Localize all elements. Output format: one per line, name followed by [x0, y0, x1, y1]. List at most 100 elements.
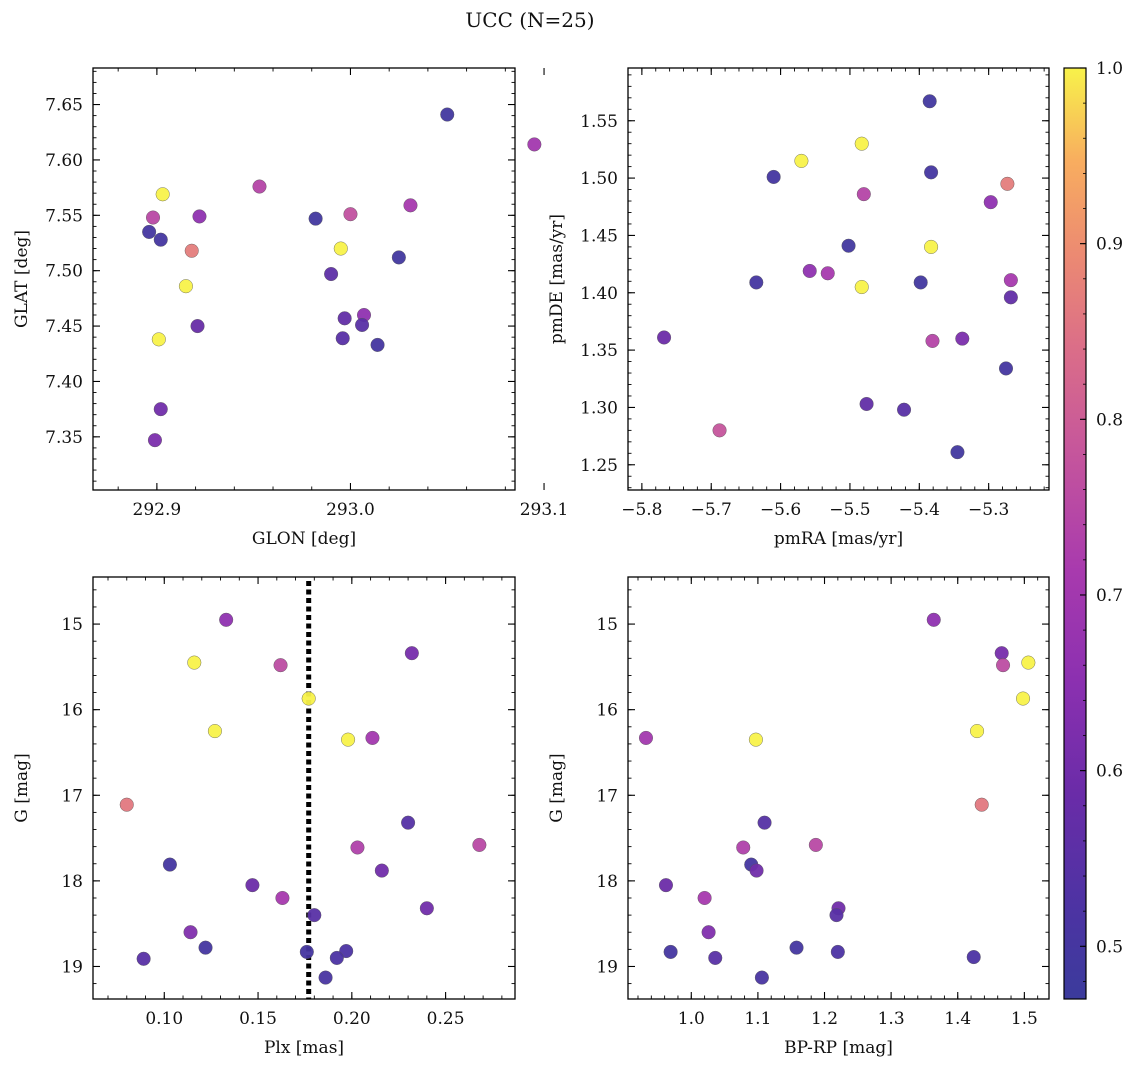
- x-tick-label: 293.0: [326, 500, 375, 520]
- x-tick-label: 1.3: [878, 1009, 905, 1029]
- data-point: [829, 908, 844, 923]
- data-point: [658, 878, 673, 893]
- x-tick-label: −5.3: [968, 500, 1009, 520]
- y-tick-label: 1.25: [580, 456, 618, 476]
- colorbar-tick-label: 0.7: [1096, 586, 1123, 606]
- data-point: [966, 950, 981, 965]
- y-axis-label: G [mag]: [547, 753, 567, 822]
- data-point: [374, 863, 389, 878]
- data-point: [440, 107, 455, 122]
- data-point: [994, 646, 1009, 661]
- colorbar-tick-label: 0.5: [1096, 937, 1123, 957]
- data-point: [333, 241, 348, 256]
- data-point: [701, 925, 716, 940]
- y-tick-label: 1.40: [580, 284, 618, 304]
- data-point: [1003, 273, 1018, 288]
- x-axis-label: GLON [deg]: [252, 529, 356, 549]
- scatter-panel-2: −5.8 −5.7 −5.6 −5.5 −5.4 −5.3 1.25 1.30 1.35 1.40…: [547, 67, 1050, 549]
- scatter-panel-1: 292.9 293.0 293.1 7.35 7.40 7.45 7.50 7.55 7.60 7…: [12, 67, 568, 549]
- y-tick-label: 1.50: [580, 169, 618, 189]
- plot-frame: [627, 576, 1050, 1000]
- data-point: [859, 396, 874, 411]
- data-point: [1003, 290, 1018, 305]
- scatter-panel-4: 1.0 1.1 1.2 1.3 1.4 1.5 15 16 17 18 19 BP-RP [mag] G…: [547, 576, 1050, 1058]
- data-point: [748, 732, 763, 747]
- data-point: [922, 94, 937, 109]
- data-point: [299, 944, 314, 959]
- colorbar-tick-label: 0.6: [1096, 762, 1123, 782]
- data-point: [955, 331, 970, 346]
- x-axis-label: BP-RP [mag]: [784, 1038, 893, 1058]
- data-point: [802, 263, 817, 278]
- data-point: [766, 169, 781, 184]
- data-point: [343, 207, 358, 222]
- data-point: [252, 179, 267, 194]
- plot-frame: [627, 67, 1050, 491]
- data-point: [341, 732, 356, 747]
- data-point: [403, 198, 418, 213]
- y-axis-label: GLAT [deg]: [12, 230, 32, 328]
- colorbar: 0.5 0.6 0.7 0.8 0.9 1.0: [1063, 59, 1123, 1000]
- data-point: [854, 136, 869, 151]
- x-tick-label: −5.7: [691, 500, 732, 520]
- data-point: [147, 433, 162, 448]
- data-point: [142, 224, 157, 239]
- data-point: [335, 331, 350, 346]
- x-tick-label: 1.4: [944, 1009, 971, 1029]
- data-point: [808, 837, 823, 852]
- colorbar-tick-label: 0.9: [1096, 235, 1123, 255]
- figure-title: UCC (N=25): [465, 8, 594, 32]
- data-point: [926, 612, 941, 627]
- data-point: [324, 267, 339, 282]
- colorbar-tick-label: 1.0: [1096, 59, 1123, 79]
- data-point: [301, 691, 316, 706]
- x-tick-label: 1.5: [1011, 1009, 1038, 1029]
- x-tick-label: 0.10: [145, 1009, 183, 1029]
- x-axis-label: Plx [mas]: [264, 1038, 344, 1058]
- data-point: [697, 890, 712, 905]
- y-tick-label: 7.65: [45, 96, 83, 116]
- data-point: [146, 210, 161, 225]
- x-tick-label: −5.4: [899, 500, 940, 520]
- data-point: [736, 840, 751, 855]
- y-tick-label: 19: [596, 957, 618, 977]
- data-point: [198, 940, 213, 955]
- data-point: [996, 658, 1011, 673]
- x-tick-label: 0.25: [427, 1009, 465, 1029]
- data-point: [638, 730, 653, 745]
- y-tick-label: 7.60: [45, 151, 83, 171]
- data-point: [370, 337, 385, 352]
- data-point: [155, 187, 170, 202]
- x-tick-label: −5.5: [829, 500, 870, 520]
- data-point: [329, 950, 344, 965]
- data-point: [391, 250, 406, 265]
- x-tick-label: −5.6: [760, 500, 801, 520]
- y-tick-label: 15: [596, 615, 618, 635]
- data-point: [830, 944, 845, 959]
- colorbar-tick-label: 0.8: [1096, 410, 1123, 430]
- data-point: [187, 655, 202, 670]
- data-point: [207, 724, 222, 739]
- data-point: [970, 724, 985, 739]
- x-tick-label: 0.20: [333, 1009, 371, 1029]
- y-tick-label: 15: [61, 615, 83, 635]
- data-point: [119, 797, 134, 812]
- data-point: [308, 211, 323, 226]
- y-tick-label: 16: [596, 701, 618, 721]
- data-point: [275, 890, 290, 905]
- data-point: [350, 840, 365, 855]
- data-point: [419, 901, 434, 916]
- data-point: [136, 951, 151, 966]
- data-point: [401, 815, 416, 830]
- data-point: [472, 837, 487, 852]
- data-point: [749, 275, 764, 290]
- data-point: [190, 319, 205, 334]
- data-point: [708, 950, 723, 965]
- y-tick-label: 1.35: [580, 341, 618, 361]
- data-point: [663, 944, 678, 959]
- data-point: [754, 970, 769, 985]
- y-tick-label: 18: [61, 872, 83, 892]
- y-tick-label: 7.40: [45, 372, 83, 392]
- y-tick-label: 7.45: [45, 317, 83, 337]
